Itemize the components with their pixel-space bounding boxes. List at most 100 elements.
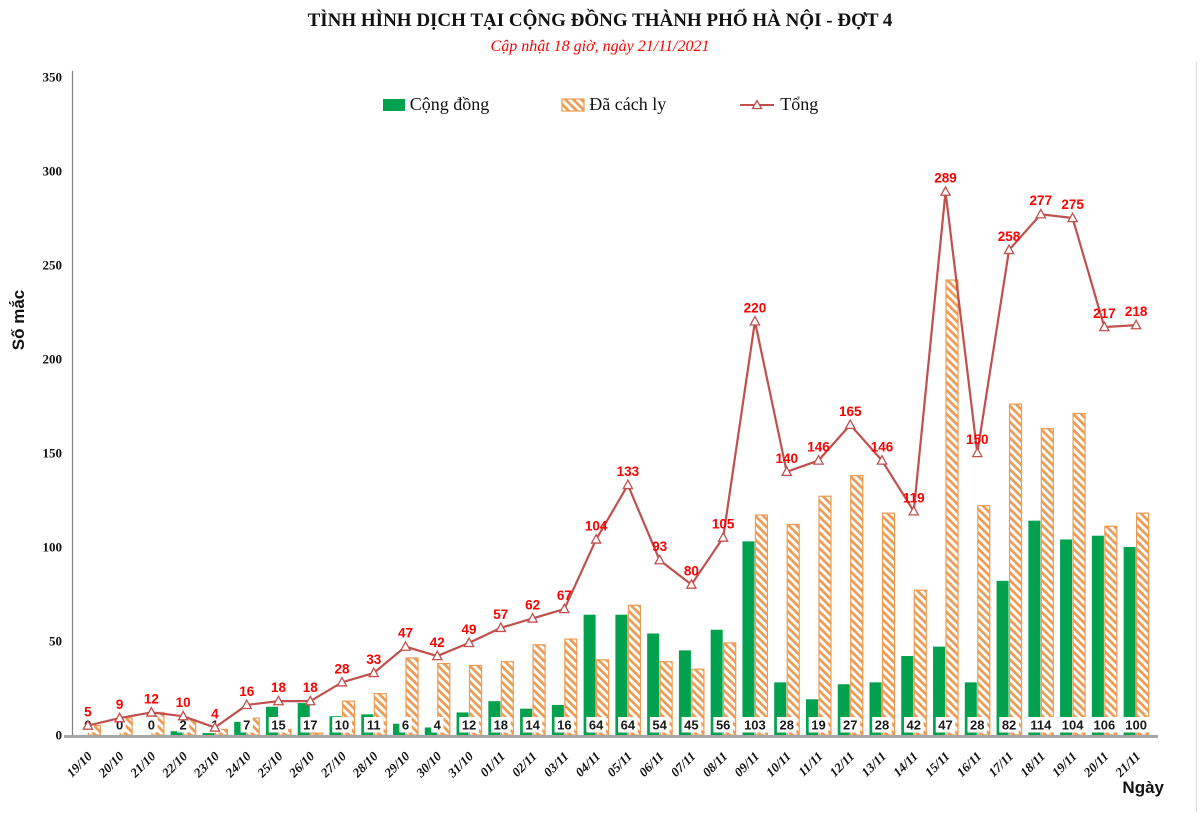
bar-da-cach-ly — [977, 505, 991, 736]
x-tick-label: 08/11 — [699, 749, 730, 780]
marker-tong-icon — [1066, 211, 1079, 223]
x-tick-label: 12/11 — [826, 749, 857, 780]
marker-tong-icon — [749, 315, 761, 326]
y-tick-label: 50 — [49, 634, 62, 649]
bar-da-cach-ly — [913, 589, 927, 736]
bar-da-cach-ly — [1104, 525, 1118, 736]
bar-label-bg — [741, 717, 769, 733]
bar-da-cach-ly — [850, 474, 864, 736]
line-label: 10 — [176, 695, 191, 710]
line-label: 217 — [1093, 306, 1116, 321]
bar-da-cach-ly — [881, 512, 896, 736]
bar-label: 11 — [367, 718, 381, 733]
bar-label: 19 — [811, 718, 825, 733]
legend-item-da-cach-ly: Đã cách ly — [561, 94, 666, 115]
bar-label: 64 — [621, 718, 636, 733]
x-tick-label: 03/11 — [540, 749, 571, 780]
bar-label-bg — [491, 717, 511, 733]
bar-label: 15 — [271, 718, 285, 733]
x-tick-label: 02/11 — [509, 749, 540, 780]
bar-cong-dong — [996, 580, 1009, 735]
line-label: 289 — [934, 171, 957, 186]
bar-cong-dong — [202, 733, 215, 735]
bar-label-bg — [1122, 717, 1150, 733]
marker-tong-icon — [844, 418, 856, 430]
legend-swatch-line-marker-icon — [740, 99, 775, 110]
bar-label-bg — [872, 717, 892, 733]
x-tick-label: 19/11 — [1049, 749, 1080, 780]
x-tick-label: 21/10 — [126, 748, 159, 781]
line-label: 18 — [303, 680, 319, 695]
y-tick-label: 300 — [43, 164, 63, 179]
x-tick-label: 07/11 — [667, 749, 698, 780]
bar-da-cach-ly — [786, 523, 800, 736]
bar-da-cach-ly — [627, 604, 641, 736]
line-label: 67 — [557, 588, 572, 603]
line-label: 28 — [334, 661, 350, 676]
line-label: 146 — [807, 440, 830, 455]
x-tick-label: 04/11 — [572, 749, 603, 780]
y-tick-label: 0 — [56, 728, 63, 743]
legend-marker-icon — [751, 99, 763, 110]
bar-cong-dong — [170, 731, 183, 735]
marker-tong-icon — [113, 711, 126, 723]
marker-tong-icon — [590, 533, 602, 544]
bar-da-cach-ly — [945, 279, 959, 736]
bar-label: 28 — [779, 718, 793, 733]
marker-tong-icon — [876, 454, 888, 465]
bar-label: 42 — [907, 718, 921, 733]
bar-label-bg — [1059, 717, 1087, 733]
bar-label-bg — [840, 717, 861, 733]
bar-cong-dong — [678, 650, 691, 735]
bar-label-bg — [300, 717, 321, 733]
bar-label: 16 — [557, 718, 571, 733]
x-tick-label: 29/10 — [380, 748, 413, 781]
x-tick-label: 21/11 — [1111, 749, 1143, 781]
marker-tong-icon — [82, 719, 94, 730]
bar-label-bg — [903, 717, 924, 733]
legend-item-cong-dong: Cộng đồng — [382, 94, 489, 115]
legend-swatch-solid-bar-icon — [382, 99, 405, 111]
x-tick-label: 19/10 — [63, 748, 95, 780]
bar-label-bg — [681, 717, 702, 733]
bar-label-bg — [459, 717, 479, 733]
line-label: 105 — [712, 517, 735, 532]
bar-label: 56 — [716, 718, 730, 733]
x-tick-label: 23/10 — [190, 748, 223, 781]
line-label: 218 — [1125, 304, 1148, 319]
bar-label: 17 — [303, 718, 317, 733]
bar-label-bg — [808, 717, 829, 733]
bar-label: 47 — [938, 718, 952, 733]
bar-da-cach-ly — [310, 732, 324, 736]
bar-label-bg — [522, 717, 543, 733]
x-tick-label: 17/11 — [985, 749, 1016, 780]
bar-cong-dong — [615, 614, 628, 735]
marker-tong-icon — [177, 710, 189, 721]
bar-label-bg — [363, 717, 384, 733]
y-tick-label: 250 — [43, 258, 63, 273]
bar-label: 103 — [744, 718, 766, 733]
marker-tong-icon — [463, 636, 475, 648]
x-tick-label: 09/11 — [731, 749, 762, 780]
marker-tong-icon — [1130, 319, 1142, 330]
marker-tong-icon — [145, 706, 158, 717]
bar-label: 12 — [462, 718, 476, 733]
bar-label: 45 — [684, 718, 698, 733]
x-tick-label: 11/11 — [795, 749, 826, 780]
marker-tong-icon — [526, 612, 539, 623]
x-tick-label: 18/11 — [1017, 749, 1048, 780]
line-label: 140 — [775, 451, 798, 466]
bar-label: 7 — [243, 718, 250, 733]
bars-group — [87, 279, 1150, 736]
legend: Cộng đồng Đã cách ly Tổng — [0, 94, 1200, 115]
bar-label-bg — [649, 717, 670, 733]
x-tick-label: 14/11 — [890, 749, 921, 780]
line-label: 62 — [525, 597, 540, 612]
marker-tong-icon — [908, 505, 920, 516]
x-tick-label: 15/11 — [922, 749, 953, 780]
line-label: 258 — [998, 229, 1021, 244]
marker-tong-icon — [812, 454, 825, 465]
bar-label: 10 — [335, 718, 349, 733]
chart-title: TÌNH HÌNH DỊCH TẠI CỘNG ĐỒNG THÀNH PHỐ H… — [307, 10, 893, 31]
x-tick-label: 16/11 — [953, 749, 984, 780]
